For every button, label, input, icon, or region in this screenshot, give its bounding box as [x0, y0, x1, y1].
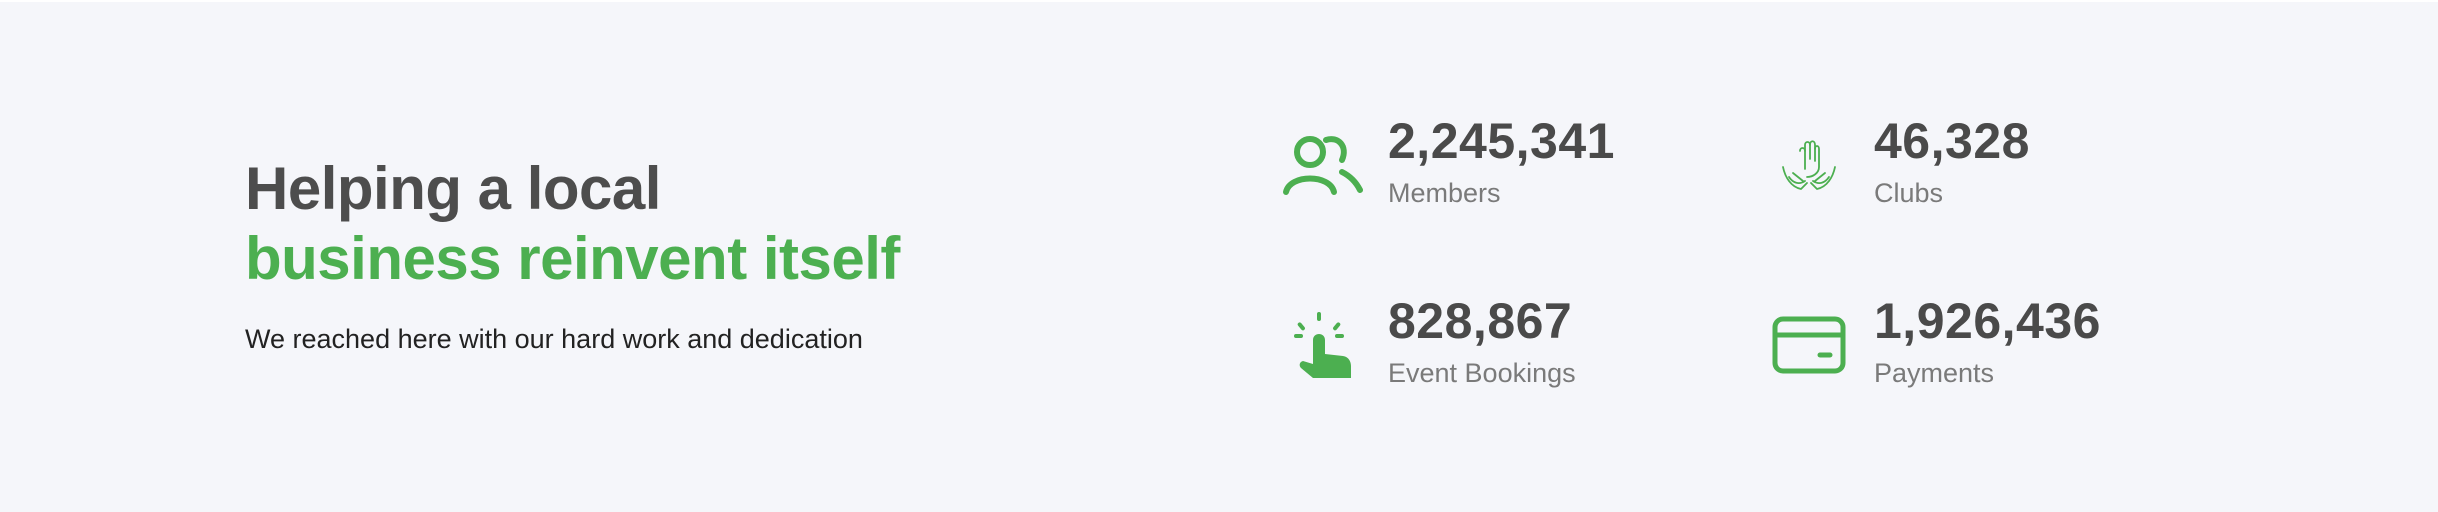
stat-value: 2,245,341	[1388, 113, 1615, 169]
stat-event-bookings: 828,867 Event Bookings	[1280, 292, 1576, 390]
stat-payments: 1,926,436 Payments	[1766, 292, 2101, 390]
stat-value: 828,867	[1388, 293, 1573, 349]
stat-value: 46,328	[1874, 113, 2030, 169]
members-icon	[1280, 122, 1366, 208]
credit-card-icon	[1766, 302, 1852, 388]
stat-clubs: 46,328 Clubs	[1766, 112, 2030, 210]
stat-label: Clubs	[1874, 178, 1944, 208]
hands-icon	[1766, 122, 1852, 208]
hero-subtitle: We reached here with our hard work and d…	[245, 324, 863, 354]
stat-members: 2,245,341 Members	[1280, 112, 1615, 210]
hero-title-line1: Helping a local	[245, 155, 661, 222]
stat-label: Payments	[1874, 358, 1995, 388]
hero-section: Helping a local business reinvent itself…	[245, 154, 1025, 356]
tap-pointer-icon	[1280, 302, 1366, 388]
hero-title-line2: business reinvent itself	[245, 225, 900, 292]
stat-value: 1,926,436	[1874, 293, 2101, 349]
stat-label: Members	[1388, 178, 1501, 208]
stat-label: Event Bookings	[1388, 358, 1576, 388]
hero-heading: Helping a local business reinvent itself	[245, 154, 1025, 294]
